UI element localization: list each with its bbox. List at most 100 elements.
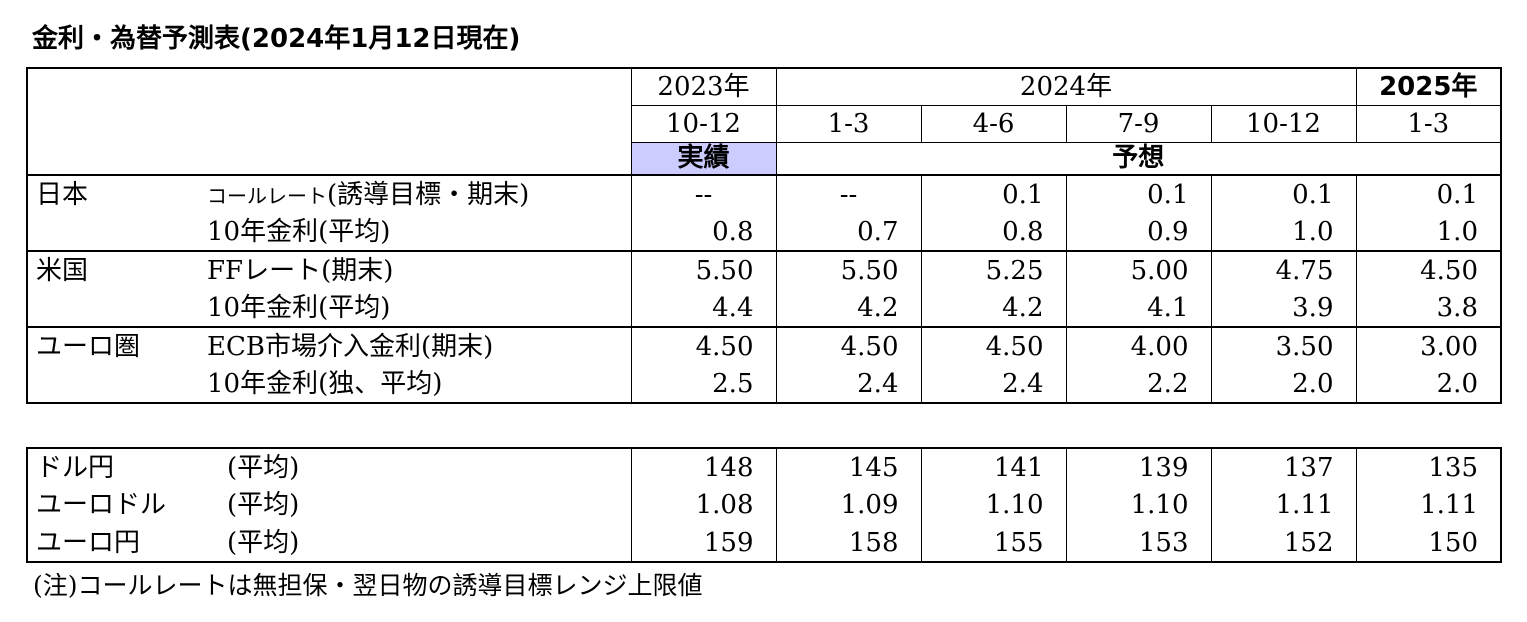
table-cell: 0.1 <box>1065 175 1211 213</box>
header-year-2025: 2025年 <box>1355 67 1502 105</box>
table-row: 10年金利(平均) 4.4 4.2 4.2 4.1 3.9 3.8 <box>26 289 1502 328</box>
table-cell: 159 <box>630 524 776 563</box>
table-cell: 4.00 <box>1065 327 1211 365</box>
table-cell: 2.0 <box>1210 365 1356 404</box>
table-cell: 2.2 <box>1065 365 1211 404</box>
table-cell: 1.08 <box>630 486 776 524</box>
table-cell: 1.11 <box>1355 486 1502 524</box>
row-label: FFレート(期末) <box>207 255 394 286</box>
header-blank <box>26 105 631 142</box>
row-label: 10年金利(平均) <box>207 289 631 328</box>
table-cell: 0.8 <box>920 213 1066 252</box>
table-row: ユーロ圏 ECB市場介入金利(期末) 4.50 4.50 4.50 4.00 3… <box>26 327 1502 365</box>
table-cell: 4.75 <box>1210 251 1356 289</box>
table-cell: 2.4 <box>920 365 1066 404</box>
table-cell: 2.0 <box>1355 365 1502 404</box>
table-cell: 139 <box>1065 447 1211 486</box>
table-cell: 1.0 <box>1210 213 1356 252</box>
table-cell: 5.50 <box>775 251 921 289</box>
table-cell: 5.00 <box>1065 251 1211 289</box>
table-cell: 148 <box>630 447 776 486</box>
table-cell: 1.11 <box>1210 486 1356 524</box>
header-row-periods: 10-12 1-3 4-6 7-9 10-12 1-3 <box>26 104 1502 142</box>
table-cell: 5.25 <box>920 251 1066 289</box>
table-cell: 3.9 <box>1210 289 1356 328</box>
table-row: 10年金利(平均) 0.8 0.7 0.8 0.9 1.0 1.0 <box>26 213 1502 252</box>
header-period: 1-3 <box>1355 104 1502 142</box>
table-cell: 1.10 <box>920 486 1066 524</box>
table-cell: 158 <box>775 524 921 563</box>
header-year-2024: 2024年 <box>775 67 1356 105</box>
table-cell: 4.2 <box>775 289 921 328</box>
fx-pair-label: ユーロ円 <box>26 524 227 563</box>
table-cell: 0.8 <box>630 213 776 252</box>
table-cell: 4.2 <box>920 289 1066 328</box>
table-cell: 141 <box>920 447 1066 486</box>
table-row: ユーロ円 (平均) 159 158 155 153 152 150 <box>26 524 1502 563</box>
table-cell: 135 <box>1355 447 1502 486</box>
table-cell: 0.7 <box>775 213 921 252</box>
row-label-rest: (誘導目標・期末) <box>327 179 530 210</box>
table-cell: 4.50 <box>1355 251 1502 289</box>
table-cell: -- <box>775 175 921 213</box>
fx-pair-label: ユーロドル <box>26 486 227 524</box>
table-cell: 5.50 <box>630 251 776 289</box>
row-label: コールレート(誘導目標・期末) <box>207 175 631 213</box>
table-cell: 3.00 <box>1355 327 1502 365</box>
header-row-status: 実績 予想 <box>26 141 1502 176</box>
table-cell: -- <box>630 175 776 213</box>
row-label: 10年金利(独、平均) <box>207 365 631 404</box>
table-cell: 4.4 <box>630 289 776 328</box>
footnote: (注)コールレートは無担保・翌日物の誘導目標レンジ上限値 <box>33 571 703 600</box>
fx-avg-label: (平均) <box>227 490 300 520</box>
table-cell: 150 <box>1355 524 1502 563</box>
table-cell: 3.8 <box>1355 289 1502 328</box>
header-period: 1-3 <box>775 104 921 142</box>
row-label: 10年金利(平均) <box>207 213 631 252</box>
table-cell: 2.5 <box>630 365 776 404</box>
fx-avg-label: (平均) <box>227 524 631 563</box>
header-period: 7-9 <box>1065 104 1211 142</box>
page-title: 金利・為替予測表(2024年1月12日現在) <box>32 24 521 54</box>
table-cell: 4.50 <box>775 327 921 365</box>
table-cell: 0.9 <box>1065 213 1211 252</box>
region-blank <box>26 365 207 404</box>
table-cell: 2.4 <box>775 365 921 404</box>
table-row: ユーロドル (平均) 1.08 1.09 1.10 1.10 1.11 1.11 <box>26 486 1502 524</box>
table-cell: 1.10 <box>1065 486 1211 524</box>
table-row: 米国 FFレート(期末) 5.50 5.50 5.25 5.00 4.75 4.… <box>26 251 1502 289</box>
table-cell: 145 <box>775 447 921 486</box>
header-year-2023: 2023年 <box>630 67 776 105</box>
row-label: ECB市場介入金利(期末) <box>207 331 494 362</box>
header-period: 4-6 <box>920 104 1066 142</box>
region-blank <box>26 213 207 252</box>
table-row: 10年金利(独、平均) 2.5 2.4 2.4 2.2 2.0 2.0 <box>26 365 1502 404</box>
header-row-years: 2023年 2024年 2025年 <box>26 67 1502 105</box>
table-cell: 0.1 <box>1210 175 1356 213</box>
table-cell: 4.50 <box>630 327 776 365</box>
table-row: ドル円 (平均) 148 145 141 139 137 135 <box>26 447 1502 486</box>
table-cell: 1.09 <box>775 486 921 524</box>
fx-pair-label: ドル円 <box>26 447 227 486</box>
header-period: 10-12 <box>1210 104 1356 142</box>
region-label: 米国 <box>26 251 207 289</box>
table-cell: 0.1 <box>920 175 1066 213</box>
table-cell: 0.1 <box>1355 175 1502 213</box>
header-period: 10-12 <box>630 104 776 142</box>
table-cell: 155 <box>920 524 1066 563</box>
table-cell: 137 <box>1210 447 1356 486</box>
table-cell: 153 <box>1065 524 1211 563</box>
call-rate-label: コールレート <box>207 183 327 208</box>
table-cell: 152 <box>1210 524 1356 563</box>
fx-rate-table: ドル円 (平均) 148 145 141 139 137 135 ユーロドル (… <box>26 447 1502 563</box>
table-cell: 1.0 <box>1355 213 1502 252</box>
forecast-label: 予想 <box>775 141 1502 176</box>
actual-label: 実績 <box>630 141 776 176</box>
table-row: 日本 コールレート(誘導目標・期末) -- -- 0.1 0.1 0.1 0.1 <box>26 175 1502 213</box>
region-label: 日本 <box>26 175 207 213</box>
header-blank <box>26 67 631 105</box>
header-blank <box>26 142 631 176</box>
table-cell: 4.50 <box>920 327 1066 365</box>
region-blank <box>26 289 207 328</box>
region-label: ユーロ圏 <box>26 327 207 365</box>
